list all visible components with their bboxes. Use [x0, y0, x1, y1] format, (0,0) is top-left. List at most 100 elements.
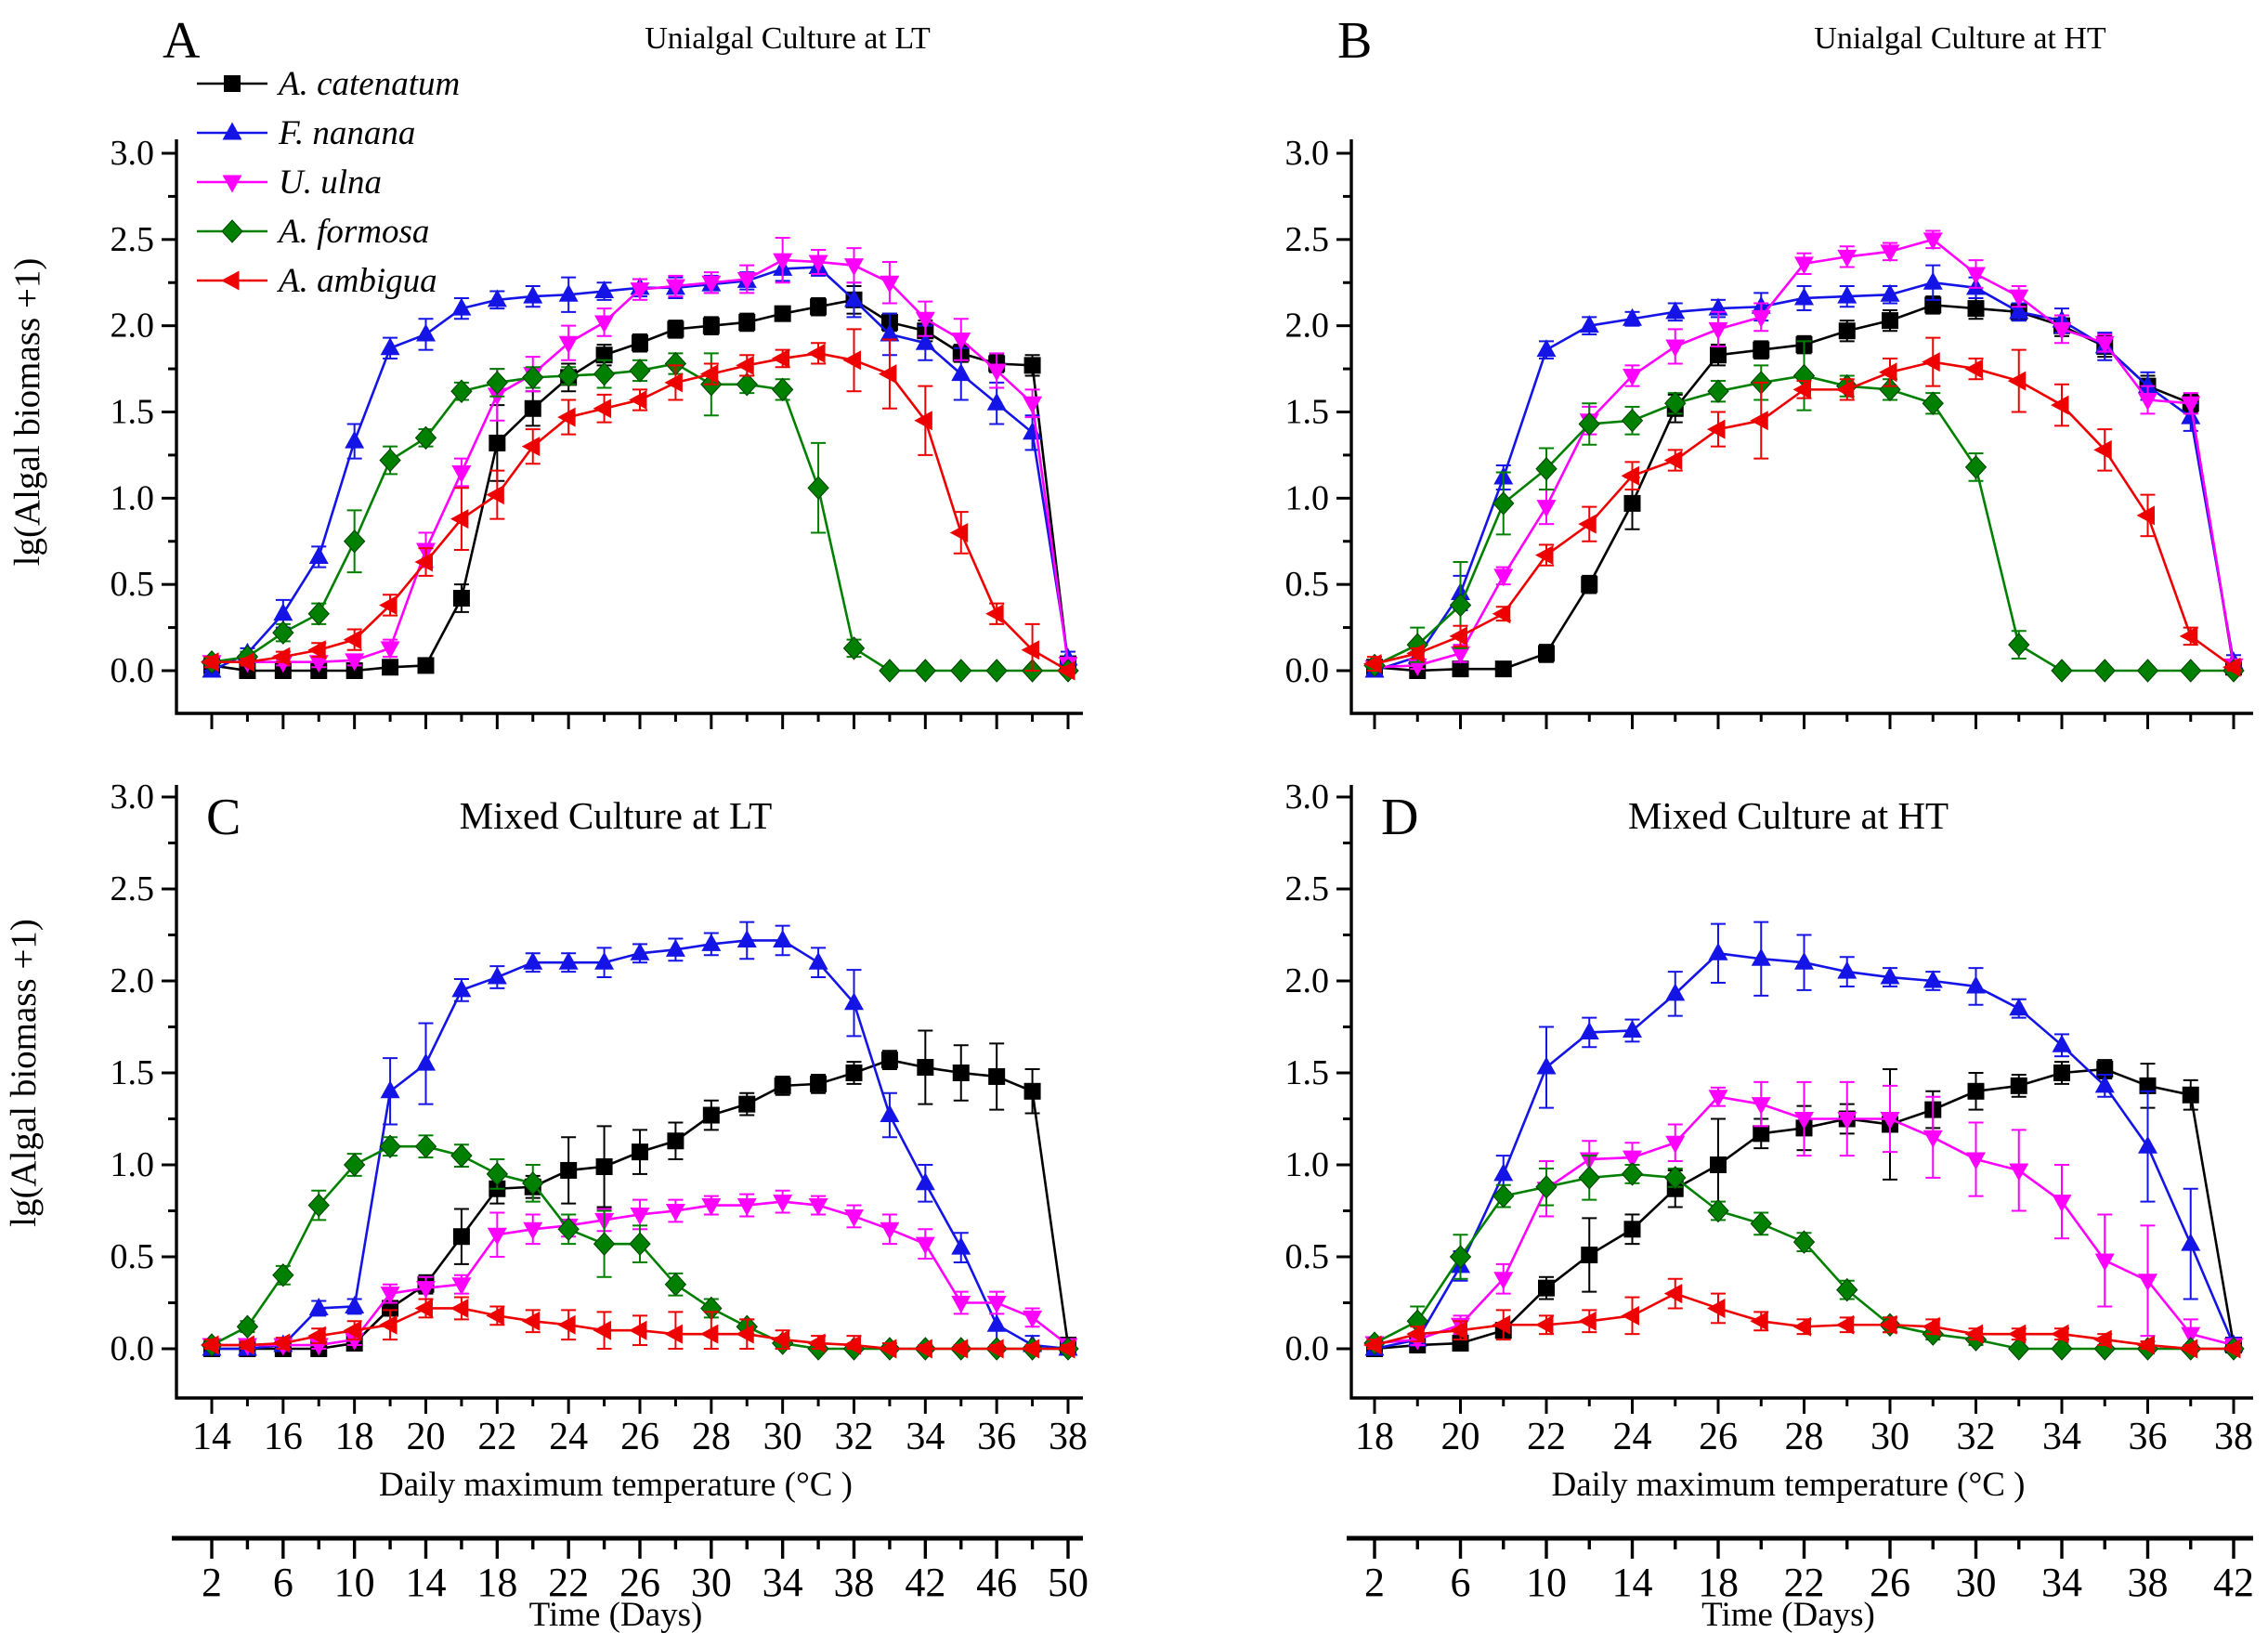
- data-point-triangle-down: [701, 1198, 722, 1217]
- data-point-triangle-left: [1578, 514, 1597, 534]
- data-point-triangle-left: [521, 1311, 541, 1331]
- data-point-triangle-down: [701, 275, 722, 294]
- data-point-triangle-up: [345, 1295, 365, 1313]
- data-point-diamond: [236, 1314, 259, 1339]
- data-point-triangle-left: [236, 652, 254, 673]
- data-point-square: [1538, 1279, 1555, 1297]
- time-tick-label: 42: [905, 1560, 945, 1605]
- data-point-diamond: [450, 379, 473, 403]
- data-point-triangle-down: [416, 1281, 436, 1300]
- data-point-triangle-left: [1835, 1314, 1855, 1335]
- data-point-triangle-left: [2222, 657, 2241, 677]
- legend-marker-diamond: [221, 219, 243, 243]
- time-tick-label: 46: [976, 1560, 1017, 1605]
- legend-marker-triangle-down: [222, 175, 242, 193]
- data-point-triangle-left: [949, 522, 969, 542]
- time-tick-label: 14: [1612, 1560, 1653, 1605]
- data-point-square: [667, 320, 684, 338]
- data-point-diamond: [343, 529, 366, 554]
- data-point-diamond: [2051, 1337, 2073, 1361]
- y-tick-label: 3.0: [111, 777, 155, 816]
- data-point-triangle-left: [1792, 1316, 1811, 1337]
- data-point-triangle-up: [2138, 375, 2157, 394]
- data-point-triangle-left: [914, 1339, 932, 1359]
- y-tick-label: 3.0: [111, 134, 155, 173]
- data-point-triangle-up: [986, 392, 1007, 411]
- data-point-diamond: [2136, 659, 2159, 683]
- series-A-a-ambigua: [201, 328, 1075, 681]
- data-point-triangle-down: [880, 1221, 900, 1240]
- data-point-triangle-left: [1021, 640, 1040, 660]
- time-tick-label: 26: [619, 1560, 660, 1605]
- y-tick-label: 0.5: [111, 1237, 155, 1276]
- time-tick-label: 22: [548, 1560, 589, 1605]
- temp-tick-label: 30: [763, 1416, 802, 1458]
- time-tick-label: 10: [334, 1560, 375, 1605]
- data-point-square: [452, 1228, 470, 1246]
- data-point-diamond: [486, 1162, 509, 1186]
- data-point-triangle-left: [878, 364, 897, 385]
- data-point-triangle-up: [416, 1052, 436, 1071]
- data-point-triangle-down: [345, 653, 365, 672]
- data-point-triangle-left: [1363, 1335, 1382, 1355]
- data-point-square: [1581, 1247, 1598, 1264]
- y-tick-label: 1.5: [111, 393, 155, 432]
- panel-D: 0.00.51.01.52.02.53.018 20 22 24 26 28 30 32 34 3…: [1285, 777, 2255, 1633]
- data-point-triangle-left: [593, 398, 612, 419]
- data-point-triangle-up: [915, 1172, 935, 1191]
- data-point-square: [702, 1106, 720, 1124]
- temp-tick-label: 26: [1699, 1416, 1738, 1458]
- data-point-triangle-up: [880, 323, 900, 342]
- y-tick-label: 1.5: [1285, 1053, 1330, 1092]
- data-point-triangle-left: [699, 364, 719, 385]
- temp-tick-label: 24: [549, 1416, 588, 1458]
- data-point-square: [1623, 494, 1641, 512]
- data-point-triangle-left: [699, 1324, 719, 1344]
- data-point-triangle-down: [451, 464, 472, 483]
- data-point-triangle-down: [736, 272, 757, 291]
- legend-label: F. nanana: [278, 114, 415, 152]
- data-point-triangle-up: [630, 942, 650, 960]
- data-point-diamond: [557, 1217, 580, 1242]
- data-point-triangle-left: [521, 437, 541, 457]
- data-point-triangle-up: [487, 289, 507, 307]
- data-point-triangle-left: [2051, 395, 2069, 415]
- data-point-triangle-left: [2093, 1329, 2112, 1350]
- data-point-triangle-down: [1837, 1112, 1857, 1130]
- data-point-triangle-left: [1021, 1339, 1040, 1359]
- data-point-triangle-left: [271, 647, 291, 667]
- data-point-triangle-left: [557, 1314, 576, 1335]
- data-point-triangle-up: [1536, 339, 1557, 358]
- data-point-triangle-down: [1837, 249, 1857, 268]
- data-point-triangle-left: [2222, 1339, 2241, 1359]
- series-D-a-ambigua: [1363, 1277, 2241, 1359]
- panel-letter-C: C: [206, 789, 241, 846]
- data-point-square: [1452, 660, 1469, 678]
- data-point-triangle-up: [844, 992, 864, 1011]
- data-point-triangle-left: [1492, 604, 1511, 624]
- time-tick-label: 18: [1698, 1560, 1739, 1605]
- data-point-triangle-up: [1623, 307, 1642, 326]
- data-point-triangle-left: [414, 552, 433, 572]
- data-point-triangle-down: [380, 1287, 400, 1305]
- data-point-diamond: [1578, 412, 1600, 437]
- data-point-square: [2053, 1065, 2070, 1081]
- temp-tick-label: 36: [2129, 1416, 2168, 1458]
- data-point-triangle-left: [1707, 1298, 1726, 1318]
- y-tick-label: 1.0: [1285, 478, 1330, 517]
- data-point-square: [738, 313, 756, 331]
- data-point-diamond: [629, 359, 651, 383]
- panel-letter-B: B: [1337, 12, 1372, 70]
- data-point-triangle-left: [1663, 1284, 1683, 1304]
- temp-tick-label: 26: [620, 1416, 659, 1458]
- y-tick-label: 3.0: [1285, 777, 1330, 816]
- data-point-square: [845, 1065, 863, 1081]
- data-point-triangle-down: [880, 275, 900, 294]
- data-point-triangle-left: [807, 343, 826, 363]
- data-point-triangle-down: [2138, 1274, 2157, 1292]
- data-point-triangle-left: [2007, 1324, 2027, 1344]
- data-point-triangle-up: [2138, 1135, 2157, 1154]
- data-point-diamond: [1922, 391, 1944, 415]
- legend-label: A. ambigua: [276, 262, 437, 300]
- data-point-square: [1753, 1125, 1770, 1143]
